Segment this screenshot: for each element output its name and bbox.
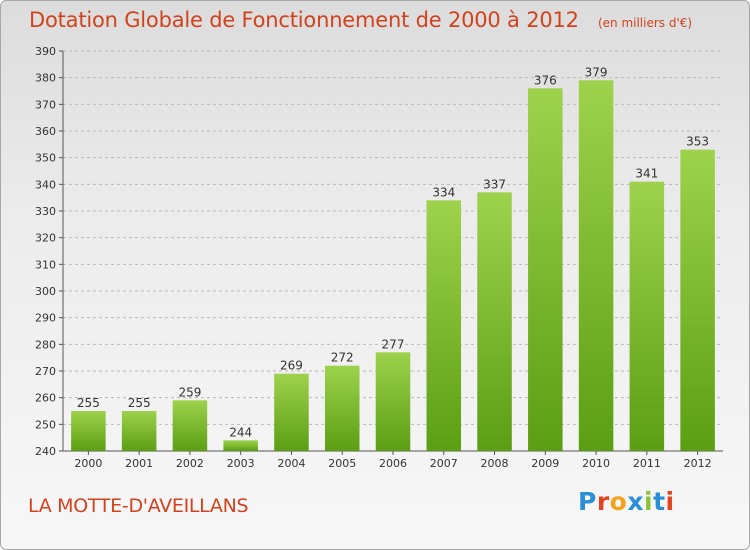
data-label: 376 [534, 73, 557, 87]
x-tick-label: 2001 [125, 457, 153, 470]
y-tick-label: 240 [35, 445, 56, 458]
data-label: 269 [280, 359, 303, 373]
x-tick-label: 2004 [277, 457, 305, 470]
data-label: 255 [128, 396, 151, 410]
x-tick-label: 2005 [328, 457, 356, 470]
y-tick-label: 390 [35, 45, 56, 58]
y-tick-label: 330 [35, 205, 56, 218]
data-labels: 255 255 259 244 269 272 277 334 337 376 379 341 353 [77, 65, 709, 439]
x-tick-label: 2008 [481, 457, 509, 470]
bar [223, 440, 258, 451]
data-label: 337 [483, 177, 506, 191]
commune-name: LA MOTTE-D'AVEILLANS [28, 495, 249, 517]
bar [274, 373, 309, 451]
data-label: 277 [382, 337, 405, 351]
bar [578, 80, 614, 451]
bar [121, 411, 157, 451]
y-tick-label: 310 [35, 258, 56, 271]
y-tick-label: 250 [35, 418, 56, 431]
bar [528, 88, 563, 451]
bar [629, 181, 665, 451]
logo-letter: r [596, 487, 610, 516]
y-tick-label: 360 [35, 125, 56, 138]
x-tick-label: 2011 [633, 457, 661, 470]
y-tick-label: 280 [35, 338, 56, 351]
data-label: 255 [77, 396, 100, 410]
chart-subtitle: (en milliers d'€) [597, 16, 693, 30]
logo-letter: i [644, 487, 654, 516]
y-tick-label: 290 [35, 312, 56, 325]
bars [71, 80, 715, 452]
x-tick-label: 2000 [74, 457, 102, 470]
logo-letter: i [665, 487, 675, 516]
y-tick-label: 320 [35, 232, 56, 245]
y-tick-label: 340 [35, 178, 56, 191]
logo-letter: t [653, 487, 666, 516]
chart-title-row: Dotation Globale de Fonctionnement de 20… [29, 8, 692, 32]
proxiti-logo: Proxiti [578, 487, 675, 516]
data-label: 353 [686, 135, 709, 149]
chart-title: Dotation Globale de Fonctionnement de 20… [29, 8, 579, 32]
y-tick-label: 270 [35, 365, 56, 378]
logo-letter: P [578, 487, 597, 516]
bar [426, 200, 462, 451]
y-tick-label: 350 [35, 152, 56, 165]
axes: 240 250 260 270 280 290 300 310 320 330 340 350 360 3… [35, 45, 723, 470]
x-tick-label: 2006 [379, 457, 407, 470]
x-tick-label: 2007 [430, 457, 458, 470]
x-tick-label: 2009 [531, 457, 559, 470]
data-label: 379 [585, 65, 608, 79]
y-tick-label: 380 [35, 72, 56, 85]
bar [477, 192, 512, 452]
x-tick-label: 2002 [176, 457, 204, 470]
data-label: 272 [331, 351, 354, 365]
y-tick-label: 300 [35, 285, 56, 298]
bar [172, 400, 208, 451]
x-tick-label: 2003 [227, 457, 255, 470]
bar [71, 411, 106, 451]
logo-letter: x [627, 487, 644, 516]
data-label: 334 [432, 185, 455, 199]
logo-letter: o [609, 487, 628, 516]
data-label: 259 [178, 385, 201, 399]
data-label: 244 [229, 425, 252, 439]
x-tick-label: 2010 [582, 457, 610, 470]
y-tick-label: 260 [35, 392, 56, 405]
bar [680, 149, 715, 451]
data-label: 341 [635, 167, 658, 181]
bar [375, 352, 411, 451]
bar [324, 365, 360, 451]
y-tick-label: 370 [35, 98, 56, 111]
x-tick-label: 2012 [684, 457, 712, 470]
